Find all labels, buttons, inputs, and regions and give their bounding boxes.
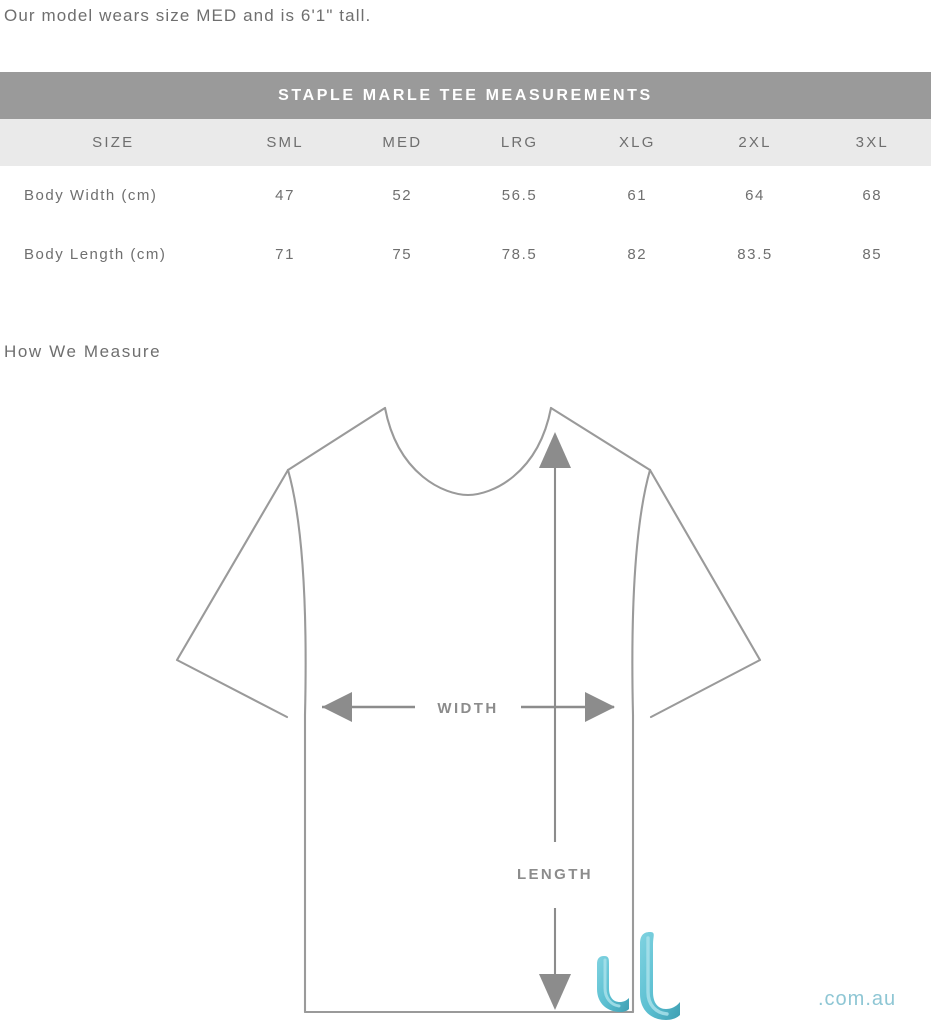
table-row: Body Length (cm) 71 75 78.5 82 83.5 85 bbox=[0, 225, 931, 284]
size-measurements-table: STAPLE MARLE TEE MEASUREMENTS SIZE SML M… bbox=[0, 72, 931, 284]
column-header-xlg: XLG bbox=[578, 119, 697, 166]
cell-body-length-med: 75 bbox=[343, 225, 461, 284]
cell-body-length-sml: 71 bbox=[226, 225, 344, 284]
cell-body-width-2xl: 64 bbox=[696, 166, 814, 225]
tshirt-measurement-diagram: WIDTH LENGTH bbox=[0, 380, 934, 1026]
column-header-lrg: LRG bbox=[460, 119, 579, 166]
width-label: WIDTH bbox=[437, 700, 498, 717]
table-title: STAPLE MARLE TEE MEASUREMENTS bbox=[0, 72, 931, 119]
column-header-3xl: 3XL bbox=[813, 119, 931, 166]
column-header-med: MED bbox=[343, 119, 461, 166]
column-header-sml: SML bbox=[226, 119, 344, 166]
cell-body-width-xlg: 61 bbox=[578, 166, 697, 225]
column-header-size: SIZE bbox=[0, 119, 227, 166]
model-size-note: Our model wears size MED and is 6'1" tal… bbox=[4, 6, 372, 25]
table-row: Body Width (cm) 47 52 56.5 61 64 68 bbox=[0, 166, 931, 225]
cell-body-width-med: 52 bbox=[343, 166, 461, 225]
stylized-u-logo-icon bbox=[597, 932, 680, 1020]
column-header-2xl: 2XL bbox=[696, 119, 814, 166]
cell-body-width-3xl: 68 bbox=[813, 166, 931, 225]
length-dimension-arrow bbox=[539, 432, 571, 1010]
table-header-row: SIZE SML MED LRG XLG 2XL 3XL bbox=[0, 119, 931, 166]
cell-body-length-xlg: 82 bbox=[578, 225, 697, 284]
cell-body-length-3xl: 85 bbox=[813, 225, 931, 284]
tshirt-outline-icon bbox=[175, 406, 762, 1014]
how-we-measure-heading: How We Measure bbox=[4, 342, 162, 361]
cell-body-width-lrg: 56.5 bbox=[460, 166, 579, 225]
cell-body-length-lrg: 78.5 bbox=[460, 225, 579, 284]
width-dimension-arrow bbox=[322, 692, 615, 722]
row-label-body-width: Body Width (cm) bbox=[0, 166, 227, 225]
table-title-row: STAPLE MARLE TEE MEASUREMENTS bbox=[0, 72, 931, 119]
brand-domain-text: .com.au bbox=[818, 988, 897, 1010]
cell-body-length-2xl: 83.5 bbox=[696, 225, 814, 284]
brand-logo bbox=[588, 926, 698, 1026]
cell-body-width-sml: 47 bbox=[226, 166, 344, 225]
length-label: LENGTH bbox=[517, 866, 593, 883]
row-label-body-length: Body Length (cm) bbox=[0, 225, 227, 284]
